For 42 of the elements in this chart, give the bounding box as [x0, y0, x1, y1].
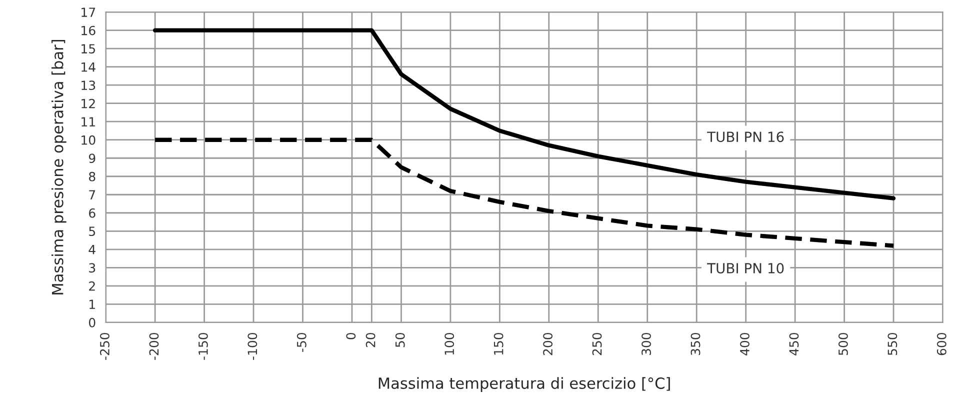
y-tick-label: 15 [82, 44, 96, 54]
x-tick-label: -250 [100, 332, 110, 360]
y-tick-label: 0 [88, 318, 96, 328]
y-tick-label: 6 [89, 208, 96, 218]
x-tick-label: 550 [888, 332, 898, 356]
y-tick-label: 3 [89, 263, 96, 273]
y-tick-label: 1 [90, 300, 95, 309]
series-label: TUBI PN 10 [707, 262, 784, 274]
x-tick-label: 350 [690, 332, 700, 356]
x-tick-label: -150 [198, 332, 208, 360]
x-tick-label: 600 [936, 332, 946, 356]
text: TUBI PN 16 [707, 132, 784, 142]
x-tick-label: 250 [592, 332, 602, 356]
y-tick-label: 14 [82, 62, 96, 72]
x-tick-label: 400 [740, 332, 750, 356]
x-tick-label: 150 [494, 332, 504, 355]
x-tick-label: 450 [789, 332, 799, 356]
line-series [152, 28, 896, 200]
x-tick-label: 0 [346, 332, 356, 340]
y-tick-label: 4 [88, 245, 96, 254]
x-tick-label: -100 [248, 332, 258, 360]
y-tick-label: 13 [82, 80, 96, 90]
x-tick-label: -50 [296, 332, 306, 352]
y-axis-title: Massima presione operativa [bar] [52, 40, 66, 294]
y-tick-label: 12 [82, 98, 95, 108]
x-tick-label: 50 [395, 332, 405, 348]
y-tick-label: 9 [88, 154, 96, 164]
y-tick-label: 17 [82, 8, 96, 17]
y-tick-label: 8 [88, 172, 96, 182]
y-tick-label: 5 [89, 226, 96, 236]
x-tick-label: 20 [366, 332, 376, 348]
x-tick-label: 200 [543, 332, 553, 356]
y-tick-label: 16 [82, 26, 96, 36]
x-tick-label: 100 [444, 332, 454, 355]
x-tick-label: -200 [149, 332, 159, 360]
x-tick-label: 300 [642, 332, 651, 356]
y-tick-label: 7 [89, 190, 96, 200]
y-tick-label: 10 [82, 135, 96, 145]
y-tick-label: 11 [82, 117, 95, 126]
x-axis-title: Massima temperatura di esercizio [°C] [378, 377, 670, 392]
y-tick-label: 2 [89, 281, 95, 291]
x-tick-label: 500 [838, 332, 848, 356]
